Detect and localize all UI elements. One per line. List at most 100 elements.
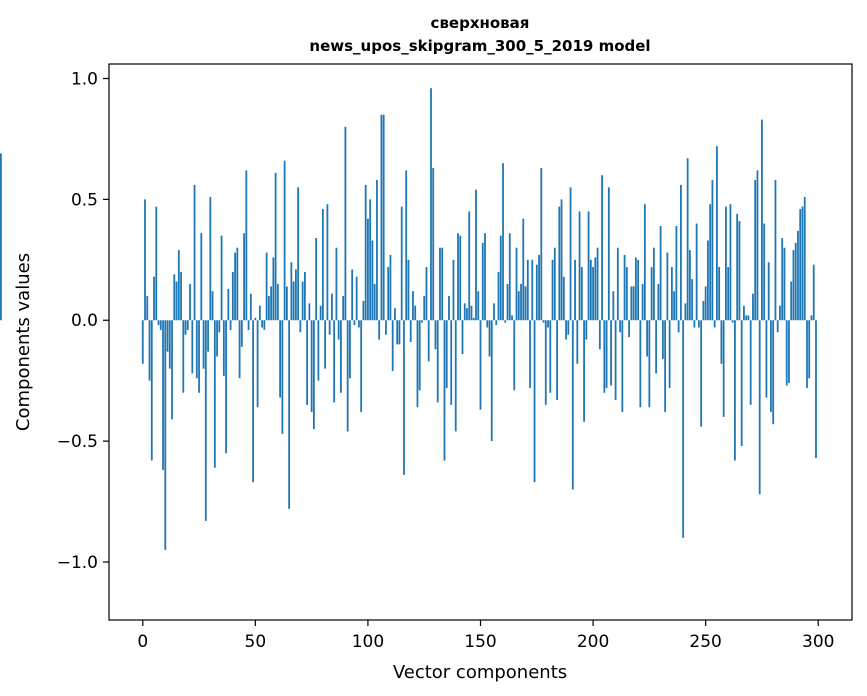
- y-tick-label: −1.0: [57, 553, 98, 573]
- bar: [707, 240, 709, 321]
- bar: [439, 247, 441, 321]
- bar: [412, 291, 414, 321]
- bar: [342, 296, 345, 321]
- y-tick-label: −0.5: [57, 432, 98, 452]
- bar: [301, 281, 304, 321]
- bar: [225, 320, 227, 454]
- bar: [306, 320, 309, 405]
- y-tick-label: 1.0: [71, 70, 98, 90]
- bar: [736, 213, 739, 321]
- bar: [198, 320, 200, 393]
- bar: [218, 320, 221, 333]
- bar: [567, 320, 570, 335]
- bar: [556, 320, 558, 401]
- bar: [520, 283, 522, 321]
- bar: [263, 320, 266, 330]
- bar: [425, 267, 428, 321]
- bar: [679, 184, 682, 321]
- bar: [569, 187, 572, 321]
- plot-frame: [108, 63, 853, 621]
- bar: [506, 283, 509, 321]
- bar: [792, 250, 795, 321]
- bar: [612, 291, 615, 321]
- bar: [799, 209, 802, 321]
- bar: [450, 320, 453, 405]
- bar: [261, 320, 263, 328]
- bar: [265, 252, 268, 321]
- bar: [634, 257, 637, 321]
- bar: [738, 221, 741, 321]
- bar: [315, 238, 318, 321]
- bar: [202, 320, 205, 369]
- bar: [493, 303, 495, 321]
- bar: [150, 320, 153, 461]
- bar: [578, 211, 581, 321]
- bar: [353, 320, 356, 326]
- bar: [776, 320, 779, 333]
- bar: [524, 286, 527, 321]
- bar: [276, 283, 279, 321]
- bar: [180, 271, 182, 321]
- bar: [688, 250, 691, 321]
- bar: [542, 320, 545, 323]
- bar: [682, 320, 685, 538]
- bar: [258, 305, 261, 321]
- bar: [783, 247, 786, 321]
- bar: [222, 320, 225, 376]
- bar: [247, 320, 250, 330]
- x-tick-label: 300: [802, 632, 834, 652]
- bar: [303, 271, 306, 321]
- bar: [155, 206, 158, 321]
- bar: [396, 320, 399, 345]
- bar: [281, 320, 284, 434]
- bar: [162, 320, 164, 471]
- bar: [349, 320, 351, 379]
- bar: [630, 286, 633, 321]
- bar: [643, 204, 646, 321]
- bar: [355, 276, 358, 321]
- bar: [781, 238, 784, 321]
- bar: [481, 242, 484, 321]
- bar: [457, 233, 459, 321]
- bar: [695, 223, 698, 321]
- x-tick-label: 200: [577, 632, 609, 652]
- bar: [601, 175, 603, 321]
- bar: [477, 291, 480, 321]
- bar: [423, 296, 426, 321]
- bar: [756, 170, 759, 321]
- bar: [560, 199, 563, 321]
- bar: [770, 320, 772, 413]
- bar: [797, 230, 799, 321]
- bar: [625, 267, 628, 321]
- bar: [754, 180, 757, 321]
- bar: [184, 320, 187, 335]
- bar: [317, 320, 320, 381]
- bar: [376, 180, 378, 321]
- bar: [490, 320, 493, 442]
- bar: [430, 88, 432, 321]
- bar: [743, 305, 745, 321]
- bar: [310, 320, 313, 413]
- bar: [718, 267, 721, 321]
- bar: [761, 119, 763, 321]
- bar: [758, 320, 761, 495]
- bar: [333, 320, 336, 403]
- x-tick-label: 250: [689, 632, 721, 652]
- bar: [691, 279, 694, 321]
- bar: [668, 320, 671, 388]
- bar: [801, 206, 804, 321]
- bar: [603, 320, 606, 393]
- bar: [646, 320, 649, 357]
- bar: [299, 320, 302, 333]
- bar: [515, 247, 518, 321]
- bar: [148, 320, 151, 381]
- bar: [436, 320, 439, 403]
- bar: [587, 211, 590, 321]
- bar: [686, 158, 689, 321]
- bar: [256, 320, 259, 408]
- bar: [504, 320, 507, 323]
- bar: [189, 283, 191, 321]
- bar: [585, 320, 588, 340]
- bar: [279, 320, 282, 398]
